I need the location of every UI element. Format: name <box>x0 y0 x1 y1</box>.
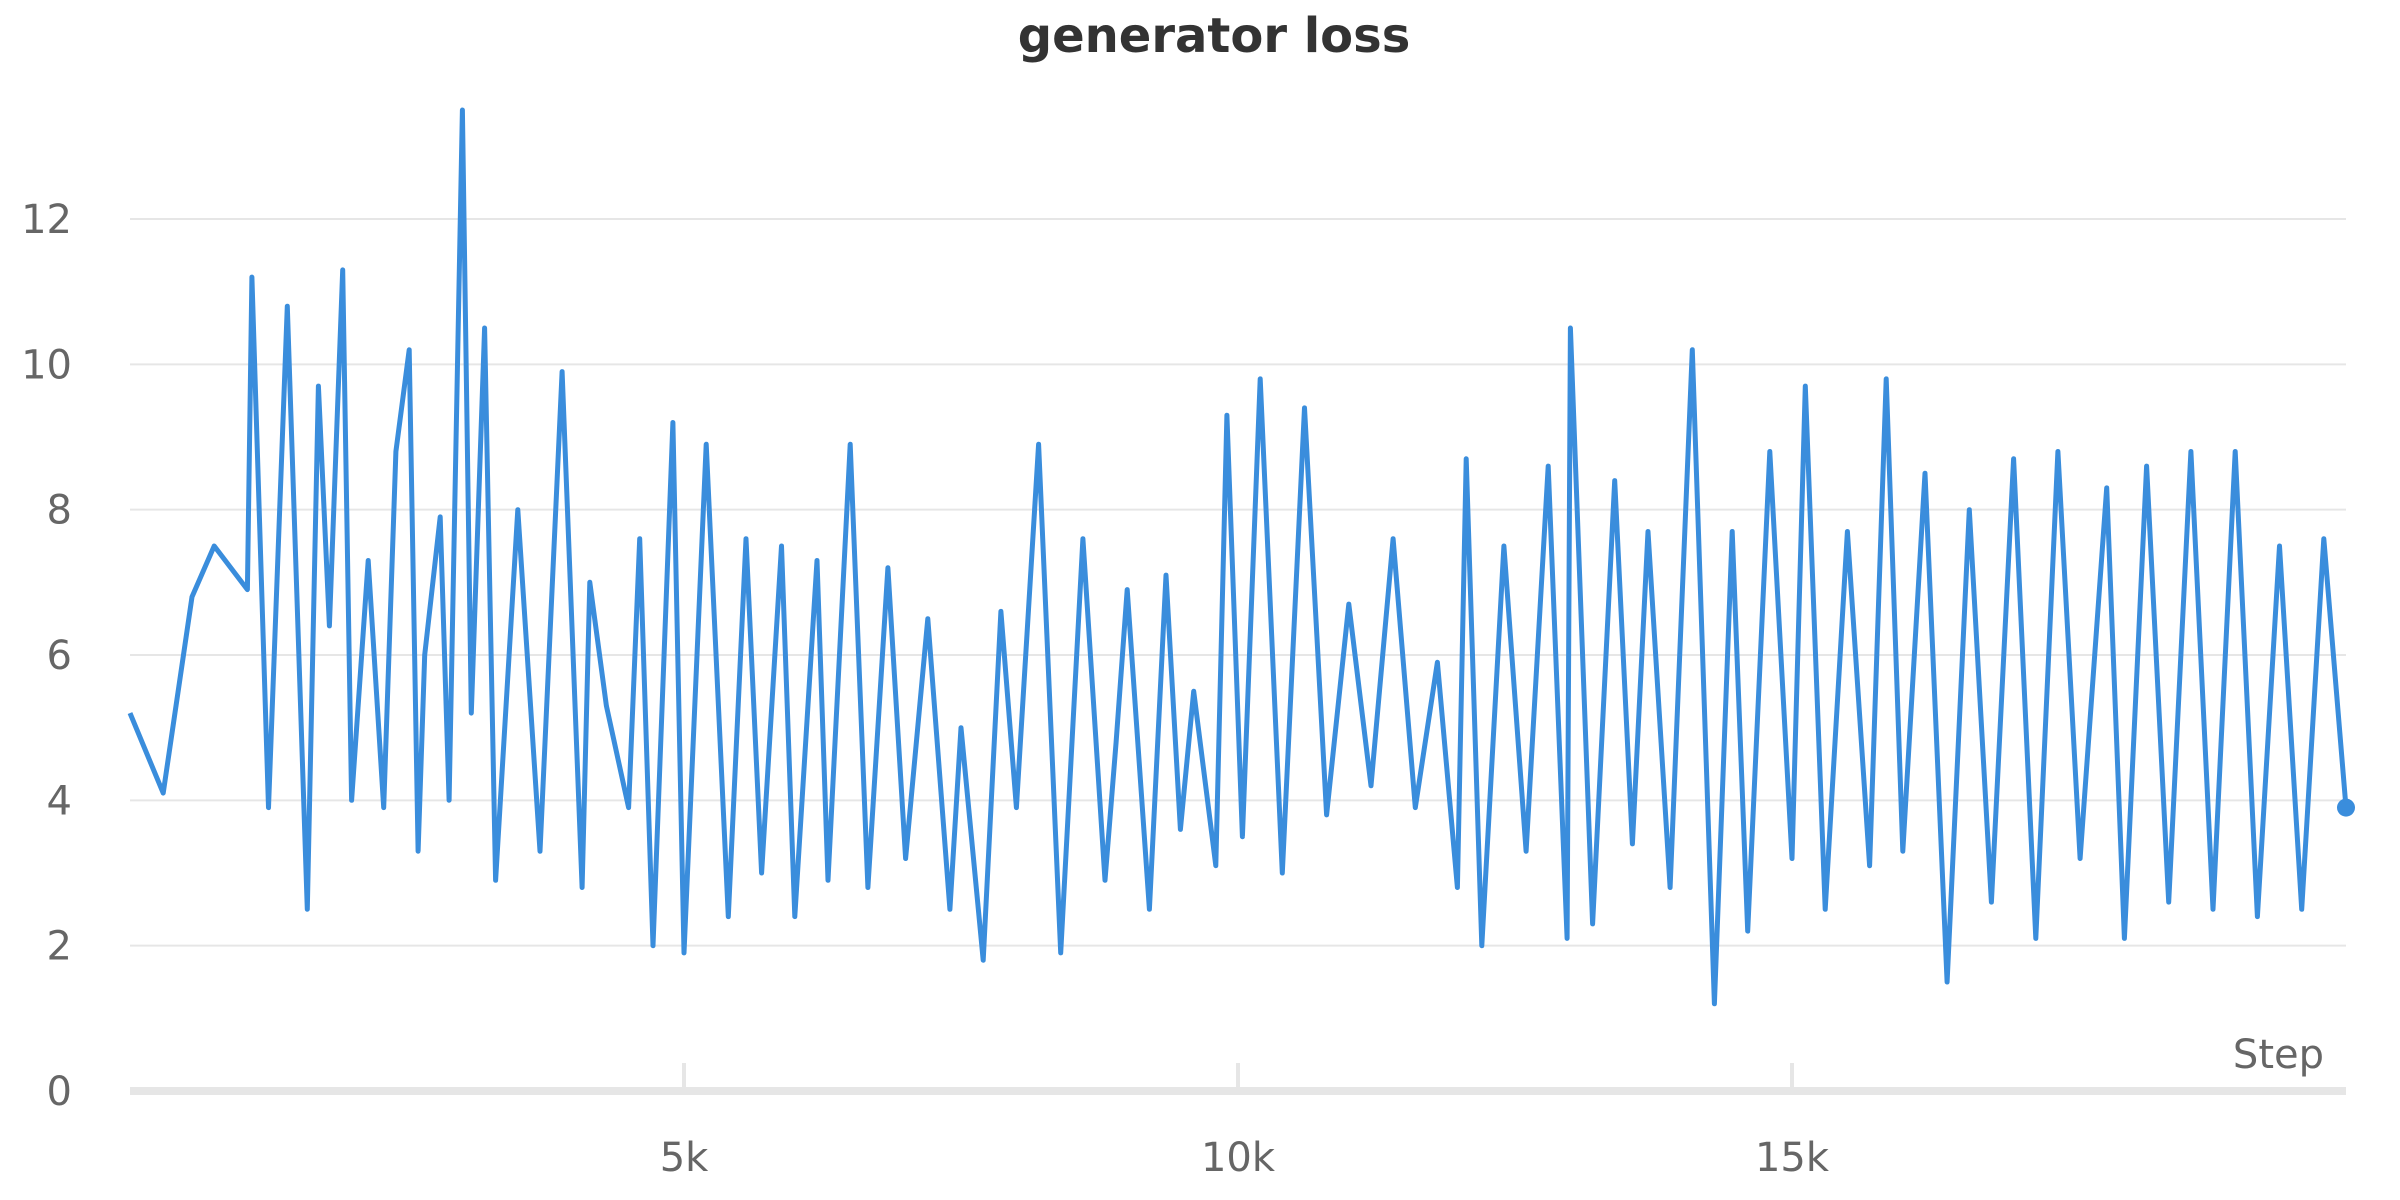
grid-lines <box>130 218 2346 947</box>
x-tick-label: 10k <box>1201 1135 1276 1181</box>
x-tick-label: 15k <box>1755 1135 1830 1181</box>
y-axis-ticks: 0 2 4 6 8 10 12 <box>21 197 72 1115</box>
y-tick-label: 0 <box>47 1069 72 1115</box>
y-tick-label: 12 <box>21 197 72 243</box>
y-tick-label: 6 <box>47 633 72 679</box>
chart-title: generator loss <box>1018 8 1411 64</box>
series-line <box>127 107 2349 1007</box>
y-tick-label: 2 <box>47 924 72 970</box>
x-tick-label: 5k <box>660 1135 709 1181</box>
last-data-point <box>2337 798 2355 817</box>
x-axis-label: Step <box>2233 1032 2324 1078</box>
y-tick-label: 4 <box>47 778 72 824</box>
x-axis-ticks: 5k 10k 15k <box>660 1063 1830 1181</box>
y-tick-label: 8 <box>47 488 72 534</box>
y-tick-label: 10 <box>21 342 72 388</box>
